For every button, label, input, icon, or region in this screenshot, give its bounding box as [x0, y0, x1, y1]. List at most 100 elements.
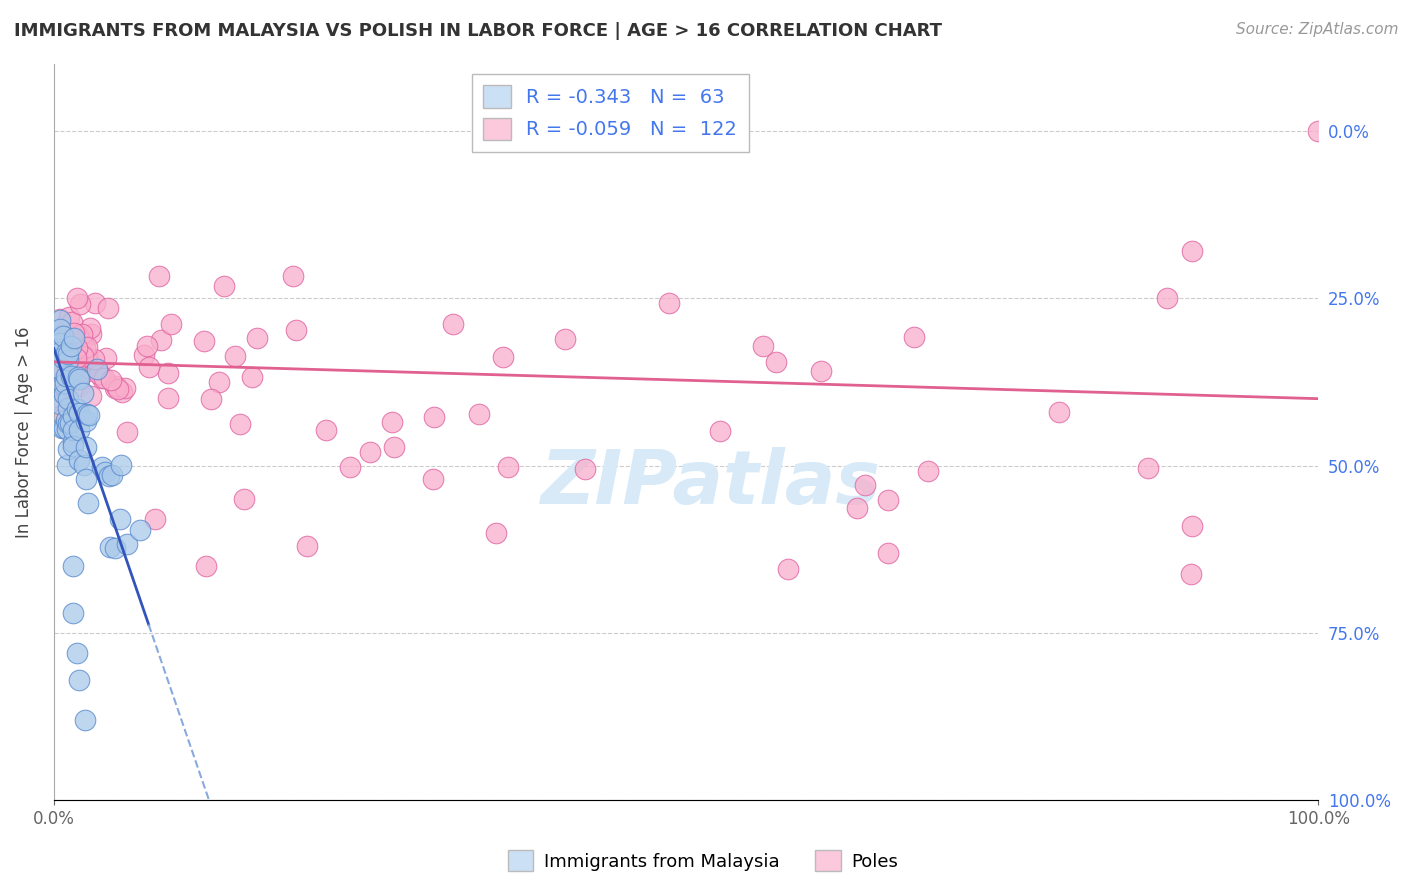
Text: IMMIGRANTS FROM MALAYSIA VS POLISH IN LABOR FORCE | AGE > 16 CORRELATION CHART: IMMIGRANTS FROM MALAYSIA VS POLISH IN LA…	[14, 22, 942, 40]
Point	[63, 360, 86, 375]
Point	[66, 370, 89, 384]
Point	[52, 351, 75, 366]
Point	[359, 445, 381, 459]
Point	[67, 379, 90, 393]
Point	[66, 341, 89, 355]
Point	[52, 329, 75, 343]
Point	[76, 340, 98, 354]
Point	[52, 377, 75, 392]
Point	[62, 409, 84, 423]
Point	[49, 312, 72, 326]
Point	[101, 468, 124, 483]
Point	[110, 458, 132, 473]
Point	[58, 442, 80, 457]
Point	[76, 351, 98, 365]
Point	[52, 350, 75, 364]
Point	[492, 350, 515, 364]
Point	[62, 423, 84, 437]
Point	[100, 541, 122, 555]
Point	[49, 379, 72, 393]
Point	[58, 310, 80, 324]
Point	[56, 356, 79, 370]
Point	[765, 355, 787, 369]
Point	[62, 606, 84, 620]
Point	[66, 291, 89, 305]
Point	[72, 359, 94, 374]
Point	[49, 379, 72, 393]
Point	[97, 301, 120, 315]
Point	[104, 381, 127, 395]
Point	[246, 331, 269, 345]
Point	[193, 334, 215, 349]
Point	[381, 415, 404, 429]
Point	[69, 297, 91, 311]
Point	[1136, 460, 1159, 475]
Point	[658, 296, 681, 310]
Point	[709, 424, 731, 438]
Point	[136, 339, 159, 353]
Point	[73, 342, 96, 356]
Point	[65, 646, 87, 660]
Text: ZIPatlas: ZIPatlas	[541, 447, 882, 520]
Point	[83, 351, 105, 366]
Point	[65, 351, 87, 366]
Point	[60, 368, 83, 383]
Point	[56, 458, 79, 472]
Point	[200, 392, 222, 406]
Point	[1181, 244, 1204, 259]
Point	[240, 370, 263, 384]
Point	[72, 385, 94, 400]
Point	[60, 315, 83, 329]
Point	[148, 269, 170, 284]
Point	[232, 491, 254, 506]
Point	[98, 469, 121, 483]
Point	[76, 407, 98, 421]
Point	[55, 362, 77, 376]
Point	[56, 352, 79, 367]
Point	[903, 330, 925, 344]
Point	[69, 334, 91, 349]
Point	[52, 387, 75, 401]
Point	[1047, 405, 1070, 419]
Point	[75, 440, 97, 454]
Point	[55, 422, 77, 436]
Point	[194, 559, 217, 574]
Point	[91, 371, 114, 385]
Legend: R = -0.343   N =  63, R = -0.059   N =  122: R = -0.343 N = 63, R = -0.059 N = 122	[471, 74, 748, 152]
Point	[75, 472, 97, 486]
Point	[55, 346, 77, 360]
Point	[776, 562, 799, 576]
Point	[56, 356, 79, 370]
Point	[810, 364, 832, 378]
Point	[49, 329, 72, 343]
Point	[143, 512, 166, 526]
Point	[49, 365, 72, 379]
Point	[917, 464, 939, 478]
Point	[876, 493, 898, 508]
Point	[62, 434, 84, 449]
Point	[49, 397, 72, 411]
Point	[111, 385, 134, 400]
Point	[49, 331, 72, 345]
Point	[284, 323, 307, 337]
Point	[283, 269, 305, 284]
Point	[56, 392, 79, 407]
Point	[76, 496, 98, 510]
Point	[224, 349, 246, 363]
Point	[70, 356, 93, 370]
Point	[77, 408, 100, 422]
Point	[114, 381, 136, 395]
Point	[554, 332, 576, 346]
Point	[79, 327, 101, 342]
Point	[315, 423, 337, 437]
Point	[49, 384, 72, 398]
Point	[853, 478, 876, 492]
Point	[53, 355, 76, 369]
Point	[104, 378, 127, 392]
Point	[49, 365, 72, 379]
Point	[422, 472, 444, 486]
Point	[49, 342, 72, 356]
Point	[49, 380, 72, 394]
Point	[115, 425, 138, 439]
Point	[49, 376, 72, 391]
